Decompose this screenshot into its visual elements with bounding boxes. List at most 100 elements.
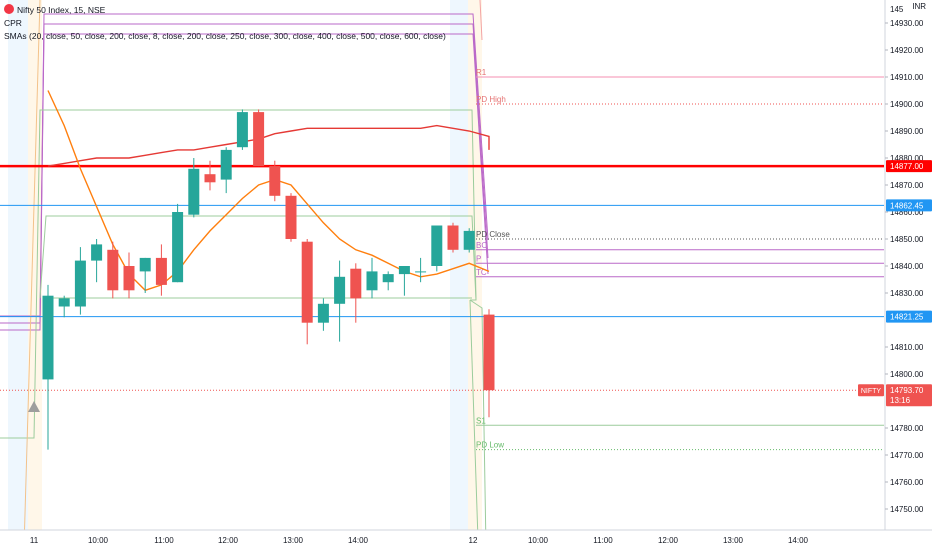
price-tag-blue-lower-bg — [886, 310, 932, 323]
pd-box-tail — [469, 299, 487, 549]
level-label-pd_high: PD High — [476, 95, 506, 104]
pd-box-outer — [0, 109, 477, 439]
candle-body — [366, 271, 378, 291]
time-tick-label: 10:00 — [88, 536, 109, 545]
symbol-logo-icon — [4, 4, 14, 14]
price-tag-countdown: 13:16 — [890, 396, 911, 405]
cpr-line-1 — [0, 13, 489, 317]
time-tick-label: 12:00 — [658, 536, 679, 545]
level-label-tc: TC — [476, 268, 487, 277]
session-band-pre — [8, 0, 28, 530]
candle-body — [220, 149, 232, 180]
level-label-r1: R1 — [476, 68, 487, 77]
candle-body — [285, 195, 297, 239]
indicator-smas[interactable]: SMAs (20, close, 50, close, 200, close, … — [4, 31, 446, 41]
symbol-tag-bg — [858, 384, 884, 397]
price-tick-label: 14900.00 — [890, 100, 924, 109]
price-tick-label: 14800.00 — [890, 370, 924, 379]
price-axis-bg — [885, 0, 932, 530]
candle-body — [334, 276, 346, 304]
price-tick-label: 14890.00 — [890, 127, 924, 136]
candle-body — [431, 225, 443, 266]
candle-body — [382, 274, 394, 283]
price-tag-last-bg — [886, 384, 932, 407]
candle-body — [236, 112, 248, 148]
candle-body — [463, 230, 475, 250]
price-tick-label: 14920.00 — [890, 46, 924, 55]
candle-body — [107, 249, 119, 291]
candle-body — [58, 298, 70, 307]
time-tick-label: 11:00 — [154, 536, 174, 545]
price-tick-label: 14750.00 — [890, 505, 924, 514]
price-tick-label: 14780.00 — [890, 424, 924, 433]
price-axis — [884, 0, 932, 537]
price-tick-label-top: 145 — [890, 5, 904, 14]
symbol-text: Nifty 50 Index, 15, NSE — [17, 5, 106, 15]
chart-legend: Nifty 50 Index, 15, NSE CPR SMAs (20, cl… — [4, 4, 446, 43]
price-tick-label: 14910.00 — [890, 73, 924, 82]
pd-box-tail-2 — [469, 299, 479, 541]
level-label-pd_low: PD Low — [476, 441, 504, 450]
price-tick-label: 14870.00 — [890, 181, 924, 190]
price-tick-label: 14760.00 — [890, 478, 924, 487]
level-label-pd_close: PD Close — [476, 230, 510, 239]
time-tick-label: 12 — [469, 536, 478, 545]
candle-body — [204, 174, 216, 183]
candle-body — [447, 225, 459, 250]
price-tick-label: 14930.00 — [890, 19, 924, 28]
price-tick-label: 14840.00 — [890, 262, 924, 271]
time-tick-label: 14:00 — [348, 536, 369, 545]
currency-label[interactable]: INR — [912, 2, 926, 11]
time-tick-label: 11 — [30, 536, 39, 545]
candle-body — [253, 112, 265, 167]
candle-body — [350, 268, 362, 299]
cpr-line-3 — [0, 33, 489, 331]
pd-box-inner — [39, 215, 477, 301]
symbol-line[interactable]: Nifty 50 Index, 15, NSE — [4, 4, 446, 17]
time-tick-label: 12:00 — [218, 536, 239, 545]
candle-body — [123, 266, 135, 291]
symbol-tag: NIFTY — [861, 388, 882, 395]
session-band-pre-2 — [450, 0, 468, 530]
r-line-top — [479, 0, 483, 41]
candle-body — [415, 271, 427, 273]
time-axis-bg — [0, 530, 932, 550]
price-tick-label: 14880.00 — [890, 154, 924, 163]
level-label-p: P — [476, 254, 481, 263]
candle-body — [188, 168, 200, 215]
time-tick-label: 11:00 — [593, 536, 613, 545]
candle-body — [139, 257, 151, 272]
price-tick-label: 14860.00 — [890, 208, 924, 217]
signal-marker-icon — [28, 401, 40, 412]
time-tick-label: 13:00 — [723, 536, 744, 545]
price-tag-blue-upper-bg — [886, 199, 932, 212]
candle-body — [42, 295, 54, 380]
cpr-line-2 — [0, 23, 489, 324]
session-band-open — [28, 0, 42, 530]
candle-body — [301, 241, 313, 323]
level-label-s1: S1 — [476, 416, 486, 425]
time-tick-label: 10:00 — [528, 536, 549, 545]
price-tick-label: 14830.00 — [890, 289, 924, 298]
candle-body — [398, 266, 410, 275]
price-tick-label: 14850.00 — [890, 235, 924, 244]
candle-body — [155, 257, 167, 285]
sma-orange-line — [47, 90, 490, 292]
price-tag-red-bg — [886, 160, 932, 173]
time-tick-label: 13:00 — [283, 536, 304, 545]
price-tag-red: 14877.00 — [890, 162, 924, 171]
price-tick-label: 14810.00 — [890, 343, 924, 352]
level-label-bc: BC — [476, 241, 487, 250]
price-tag-blue-upper: 14862.45 — [890, 201, 924, 210]
price-tag-blue-lower: 14821.25 — [890, 313, 924, 322]
open-range-line — [23, 0, 41, 549]
sma-red-line — [47, 124, 490, 167]
price-tag-last: 14793.70 — [890, 386, 924, 395]
candle-body — [74, 260, 86, 307]
indicator-cpr[interactable]: CPR — [4, 18, 22, 28]
candle-body — [172, 212, 184, 283]
time-tick-label: 14:00 — [788, 536, 809, 545]
candle-body — [483, 314, 495, 391]
